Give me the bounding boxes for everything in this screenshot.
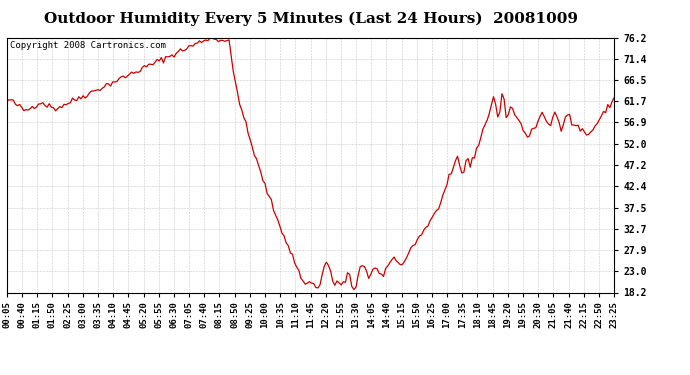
Text: Outdoor Humidity Every 5 Minutes (Last 24 Hours)  20081009: Outdoor Humidity Every 5 Minutes (Last 2… [43, 11, 578, 26]
Text: Copyright 2008 Cartronics.com: Copyright 2008 Cartronics.com [10, 41, 166, 50]
